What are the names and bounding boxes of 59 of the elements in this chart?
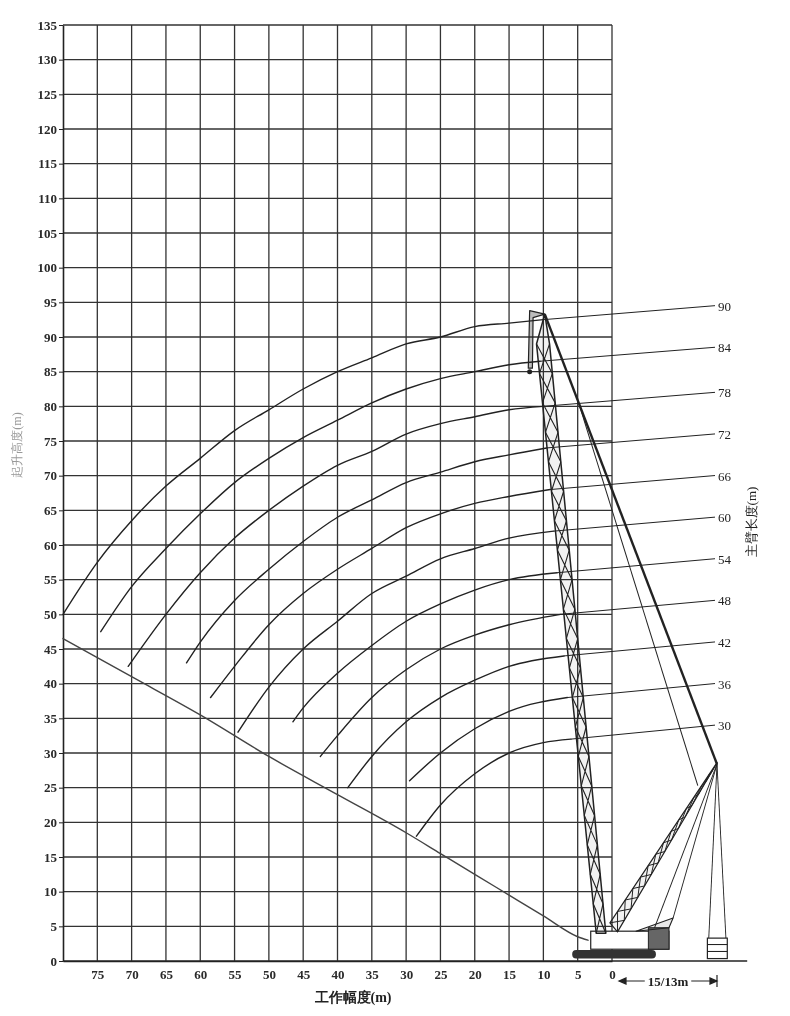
- x-tick-label: 45: [297, 967, 311, 983]
- y-tick-label: 120: [37, 121, 57, 137]
- y-tick-label: 100: [37, 260, 57, 276]
- y-tick-label: 25: [44, 780, 58, 796]
- x-tick-label: 65: [159, 967, 174, 983]
- y-tick-label: 60: [44, 537, 57, 553]
- y-tick-label: 20: [44, 814, 57, 830]
- y-tick-label: 15: [44, 849, 58, 865]
- y-tick-label: 45: [44, 641, 58, 657]
- text: 84: [718, 340, 732, 356]
- x-tick-label: 75: [91, 967, 105, 983]
- y-tick-label: 40: [44, 676, 57, 692]
- text: 15/13m: [647, 974, 689, 989]
- y-tick-label: 30: [44, 745, 57, 761]
- x-tick-label: 35: [365, 967, 380, 983]
- y-tick-label: 85: [44, 364, 58, 380]
- y-tick-label: 70: [44, 468, 57, 484]
- text: 30: [718, 718, 731, 734]
- x-tick-label: 55: [228, 967, 243, 983]
- text: 90: [718, 298, 731, 314]
- y-tick-label: 35: [44, 710, 58, 726]
- y-tick-label: 90: [44, 329, 57, 345]
- y-tick-label: 10: [44, 884, 57, 900]
- text: 42: [718, 634, 731, 650]
- text: 72: [718, 426, 731, 442]
- x-tick-label: 15: [503, 967, 517, 983]
- x-tick-label: 20: [468, 967, 482, 983]
- y-tick-label: 80: [44, 398, 57, 414]
- x-tick-label: 50: [262, 967, 276, 983]
- text: 主臂长度(m): [744, 486, 759, 558]
- x-tick-label: 60: [194, 967, 208, 983]
- x-axis-title: 工作幅度(m): [313, 989, 392, 1006]
- text: 36: [718, 676, 732, 692]
- y-tick-label: 135: [37, 17, 58, 33]
- y-tick-label: 5: [50, 918, 58, 934]
- text: 78: [718, 385, 731, 401]
- y-tick-label: 65: [44, 502, 58, 518]
- y-tick-label: 0: [50, 953, 57, 969]
- y-tick-label: 115: [38, 156, 58, 172]
- y-axis-title: 起升高度(m): [10, 412, 24, 478]
- x-tick-label: 25: [434, 967, 448, 983]
- y-tick-label: 95: [44, 294, 58, 310]
- text: 66: [718, 468, 732, 484]
- y-tick-label: 55: [44, 572, 58, 588]
- x-tick-label: 30: [400, 967, 414, 983]
- x-tick-label: 5: [574, 967, 582, 983]
- text: 54: [718, 551, 732, 567]
- text: 48: [718, 593, 731, 609]
- y-tick-label: 105: [37, 225, 58, 241]
- y-tick-label: 110: [38, 190, 57, 206]
- y-tick-label: 130: [37, 52, 57, 68]
- y-tick-label: 50: [44, 606, 57, 622]
- x-tick-label: 70: [125, 967, 139, 983]
- text: 60: [718, 510, 731, 526]
- y-tick-label: 125: [37, 86, 58, 102]
- y-tick-label: 75: [44, 433, 58, 449]
- x-tick-label: 40: [331, 967, 345, 983]
- x-tick-label: 10: [537, 967, 551, 983]
- x-tick-label: 0: [609, 967, 616, 983]
